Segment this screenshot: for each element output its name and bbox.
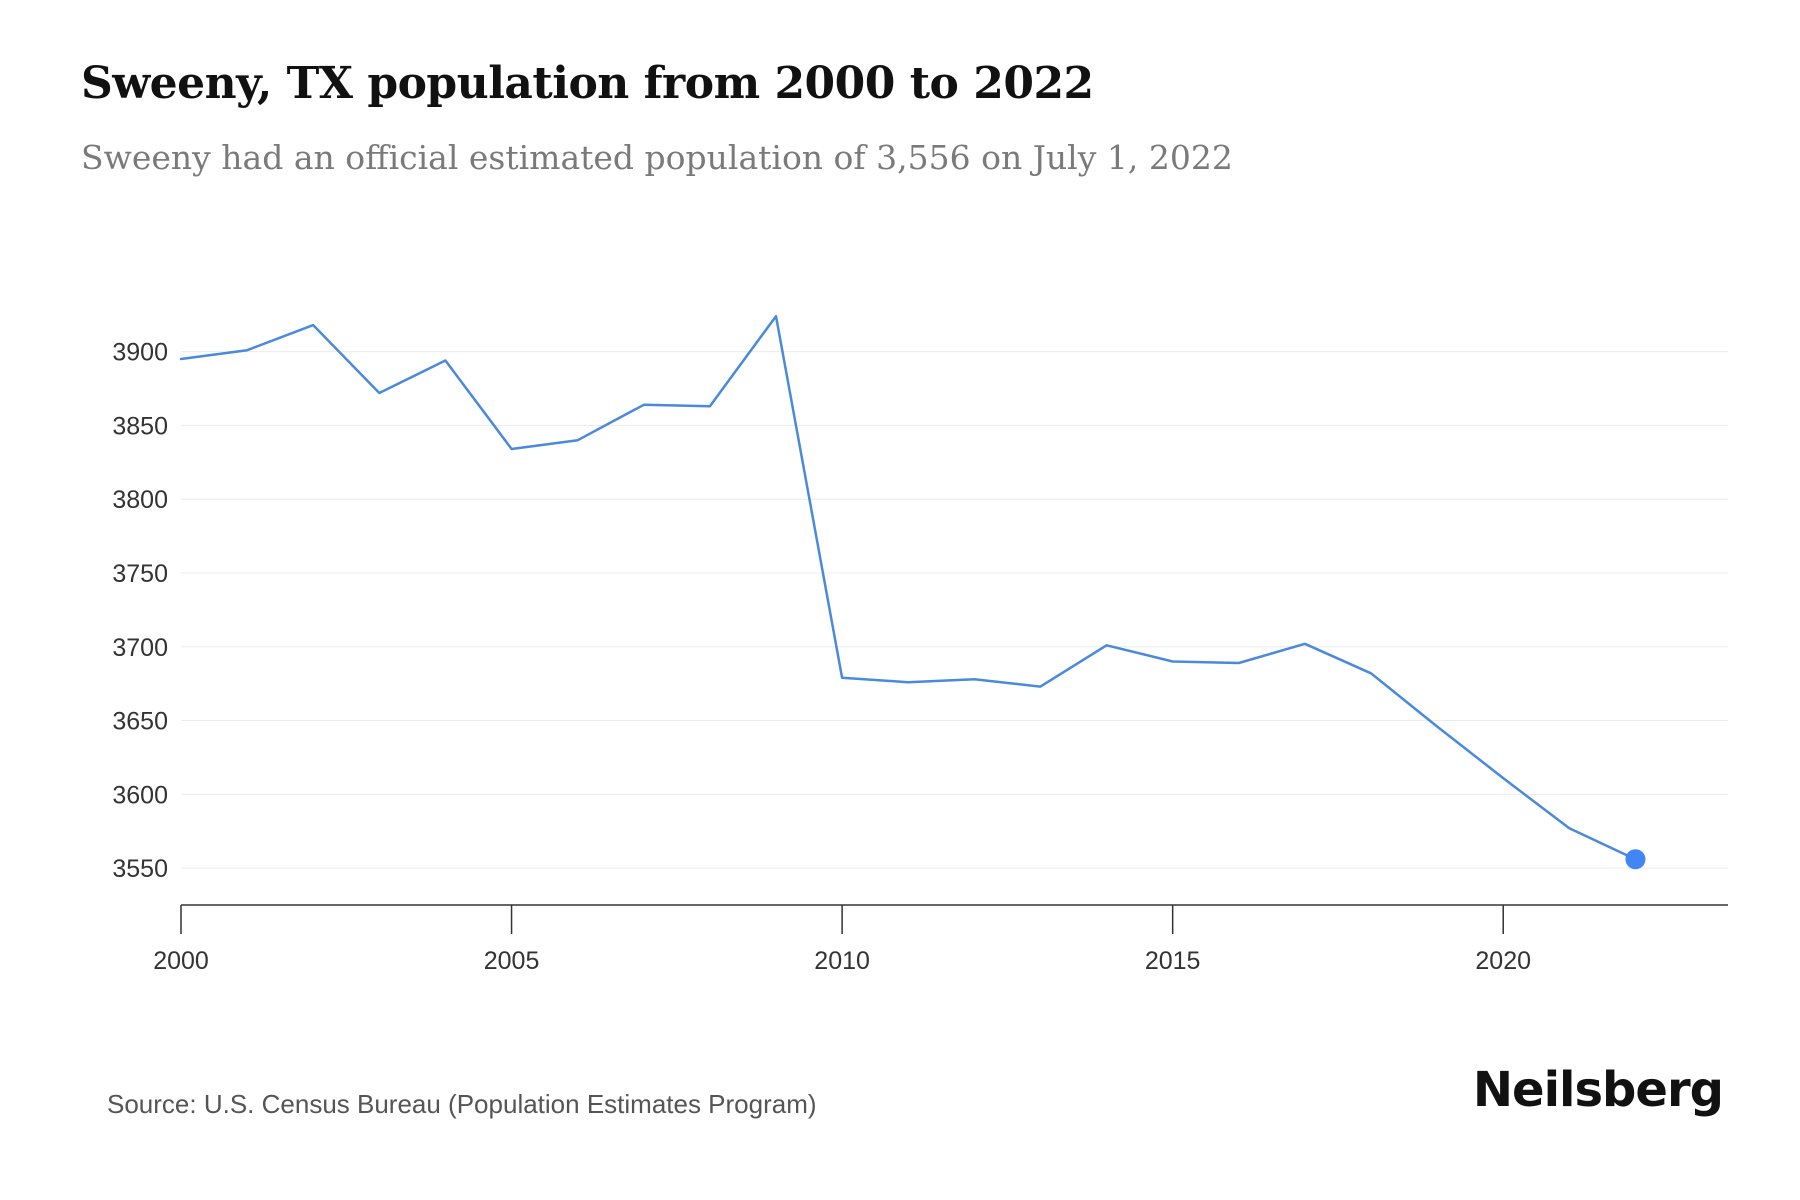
data-point-2006: [575, 437, 581, 443]
data-point-2017: [1302, 641, 1308, 647]
grid-lines: [181, 351, 1728, 869]
data-point-2018: [1368, 670, 1374, 676]
data-point-2000: [178, 356, 184, 362]
chart-title: Sweeny, TX population from 2000 to 2022: [81, 58, 1094, 109]
data-point-2003: [376, 390, 382, 396]
source-note: Source: U.S. Census Bureau (Population E…: [107, 1089, 817, 1119]
series-layer: [178, 313, 1646, 870]
data-point-2009: [773, 313, 779, 319]
data-point-2002: [310, 322, 316, 328]
data-point-2011: [905, 679, 911, 685]
y-tick-label-3850: 3850: [112, 412, 168, 440]
data-point-2015: [1170, 659, 1176, 665]
last-point-marker: [1625, 849, 1646, 870]
series-line-0: [179, 314, 1637, 861]
data-point-2004: [442, 358, 448, 364]
y-tick-label-3800: 3800: [112, 486, 168, 514]
data-point-2007: [641, 402, 647, 408]
y-tick-label-3650: 3650: [112, 708, 168, 736]
data-point-2012: [971, 676, 977, 682]
y-tick-label-3700: 3700: [112, 634, 168, 662]
x-tick-label-2020: 2020: [1475, 947, 1531, 975]
data-point-2008: [707, 403, 713, 409]
y-tick-label-3550: 3550: [112, 855, 168, 883]
y-axis-ticks: 3550 3600 3650 3700 3750 3800 3850 3900: [112, 339, 168, 883]
data-point-2016: [1236, 660, 1242, 666]
data-point-2014: [1104, 642, 1110, 648]
x-tick-label-2015: 2015: [1145, 947, 1201, 975]
x-tick-label-2005: 2005: [484, 947, 540, 975]
brand-logo: Neilsberg: [1472, 1062, 1724, 1118]
x-tick-label-2000: 2000: [153, 947, 209, 975]
chart-subtitle: Sweeny had an official estimated populat…: [81, 138, 1233, 177]
y-tick-label-3750: 3750: [112, 560, 168, 588]
data-point-2013: [1037, 684, 1043, 690]
data-point-2019: [1434, 723, 1440, 729]
y-tick-label-3900: 3900: [112, 339, 168, 367]
data-point-2001: [244, 347, 250, 353]
y-tick-label-3600: 3600: [112, 781, 168, 809]
data-point-2005: [509, 446, 515, 452]
x-tick-label-2010: 2010: [814, 947, 870, 975]
data-point-2020: [1500, 775, 1506, 781]
data-point-2010: [839, 675, 845, 681]
data-point-2021: [1566, 825, 1572, 831]
x-axis: 2000 2005 2010 2015 2020: [153, 904, 1728, 975]
